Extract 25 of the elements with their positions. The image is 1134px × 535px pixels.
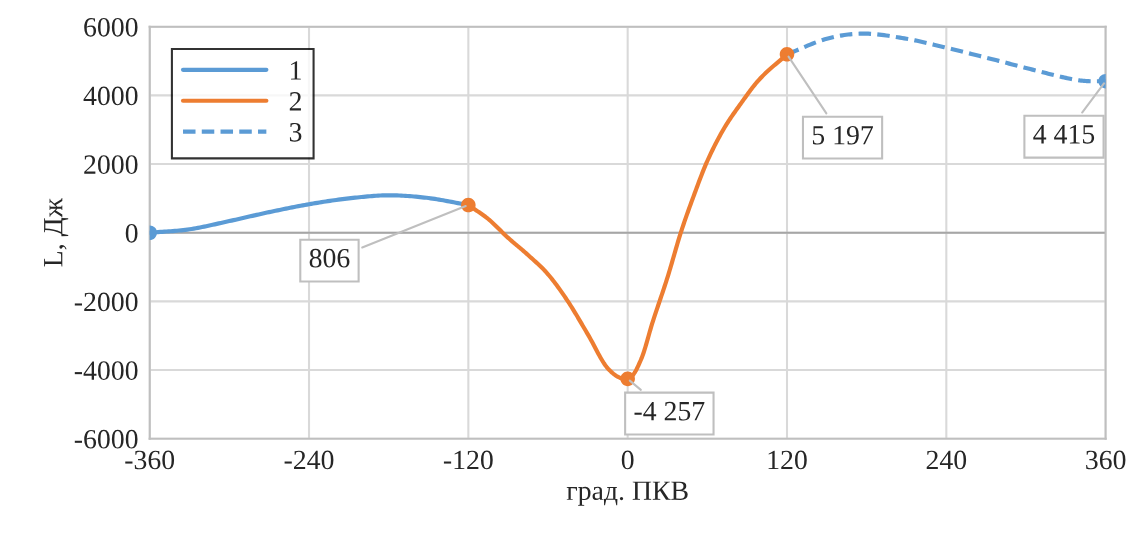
x-axis-title: град. ПКВ bbox=[566, 481, 688, 506]
legend-label: 2 bbox=[289, 92, 301, 111]
x-tick-label: 360 bbox=[1086, 450, 1126, 470]
y-tick-label: -2000 bbox=[74, 292, 138, 312]
legend-label: 1 bbox=[291, 61, 301, 80]
y-tick-label: 4000 bbox=[83, 86, 138, 106]
y-tick-label: 6000 bbox=[84, 17, 138, 37]
y-tick-label: 2000 bbox=[84, 155, 138, 174]
x-tick-label: -240 bbox=[284, 450, 334, 470]
y-tick-label: 0 bbox=[125, 223, 138, 243]
point bbox=[620, 371, 635, 387]
legend-label: 3 bbox=[289, 122, 302, 142]
y-axis-title: L, Дж bbox=[44, 198, 69, 267]
point bbox=[461, 197, 476, 213]
y-tick-label: -6000 bbox=[74, 429, 138, 449]
annotation: 806 bbox=[309, 248, 350, 268]
annotation: 5 197 bbox=[812, 125, 873, 145]
annotation: -4 257 bbox=[634, 401, 705, 421]
x-tick-label: 120 bbox=[768, 450, 807, 470]
x-tick-label: -360 bbox=[125, 450, 175, 470]
annotation: 4 415 bbox=[1033, 125, 1095, 144]
x-tick-label: 240 bbox=[926, 450, 967, 470]
x-tick-label: -120 bbox=[443, 450, 493, 470]
x-tick-label: 0 bbox=[621, 450, 634, 470]
y-tick-label: -4000 bbox=[74, 361, 138, 380]
